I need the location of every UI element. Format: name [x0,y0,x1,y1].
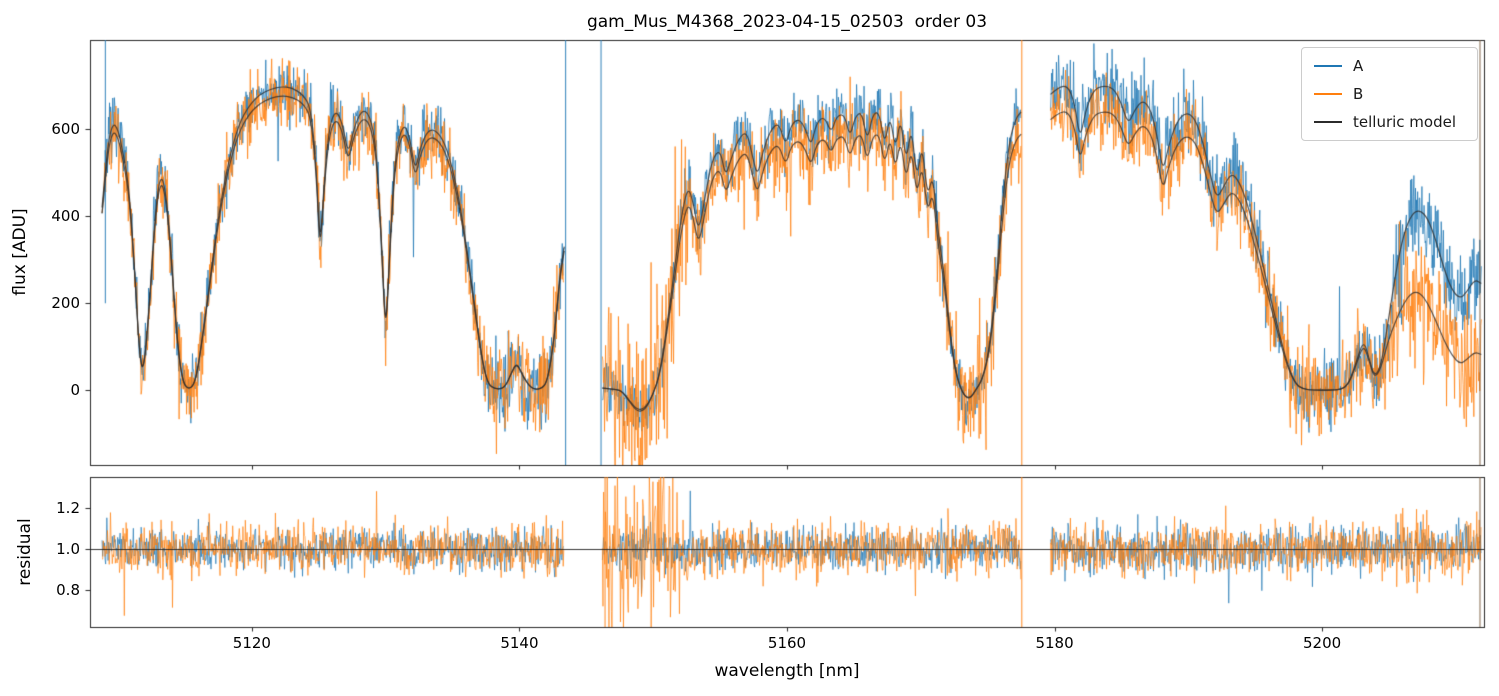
x-tick-label: 5180 [1035,634,1074,652]
x-tick-label: 5140 [500,634,539,652]
legend: A B telluric model [1301,47,1478,141]
flux-tick-label: 400 [51,207,80,226]
legend-label-telluric-model: telluric model [1353,113,1457,131]
legend-label-a: A [1353,57,1364,75]
wavelength-axis-label: wavelength [nm] [714,661,860,681]
legend-line-swatch-a [1314,65,1342,67]
flux-tick-label: 200 [51,294,80,313]
flux-tick-label: 600 [51,120,80,139]
flux-tick-label: 0 [70,381,80,400]
legend-line-swatch-b [1314,93,1342,95]
legend-label-b: B [1353,85,1364,103]
residual-tick-label: 1.2 [56,498,80,517]
residual-tick-label: 0.8 [56,581,80,599]
x-tick-label: 5120 [232,634,271,652]
legend-item-b: B [1314,85,1465,103]
legend-item-a: A [1314,57,1465,75]
legend-line-swatch-telluric-model [1314,121,1342,123]
flux-axis-label: flux [ADU] [10,208,30,296]
x-tick-label: 5160 [767,634,807,652]
residual-tick-label: 1.0 [56,539,80,558]
plot-title: gam_Mus_M4368_2023-04-15_02503 order 03 [586,12,988,32]
legend-item-telluric-model: telluric model [1314,113,1465,131]
x-tick-label: 5200 [1303,634,1342,652]
